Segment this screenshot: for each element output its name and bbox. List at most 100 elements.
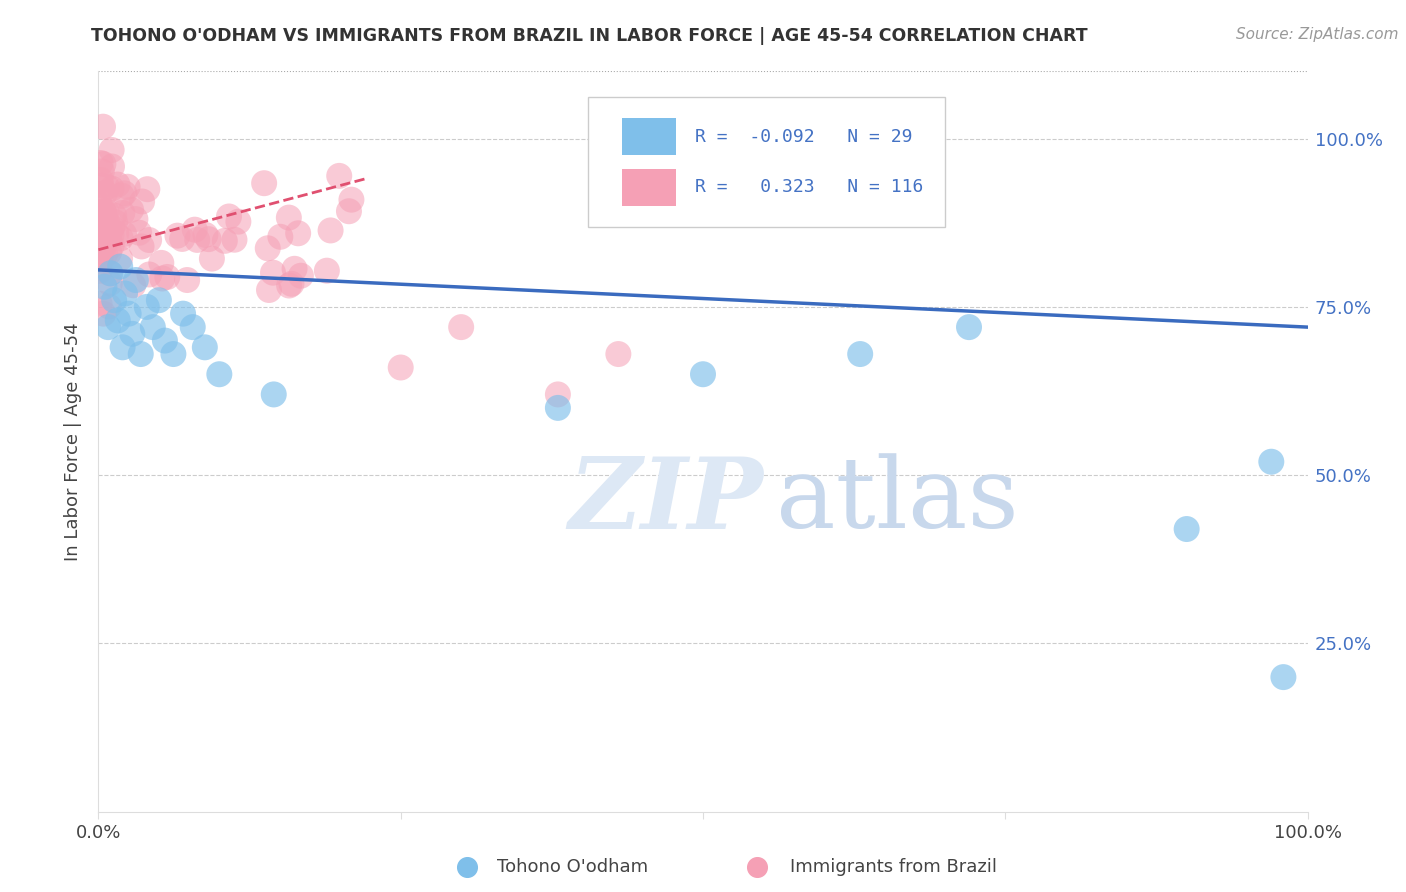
Point [228,214,250,228]
Point [257,283,280,297]
Point [450,320,472,334]
Point [94,246,117,260]
Point [90,253,112,268]
Text: Source: ZipAtlas.com: Source: ZipAtlas.com [1236,27,1399,42]
Point [278,278,301,293]
Point [112,186,135,201]
Point [162,347,184,361]
Point [153,334,176,348]
Point [692,368,714,382]
Point [328,169,350,183]
Point [91,207,114,221]
Point [150,271,173,285]
Point [142,320,165,334]
Point [111,340,134,354]
Point [90,156,112,170]
Point [90,173,112,187]
Point [122,278,145,293]
Point [747,855,769,870]
Point [89,209,111,223]
Point [93,307,115,321]
Point [319,223,342,237]
Point [90,240,112,254]
Point [91,220,114,235]
Point [114,286,136,301]
Point [108,260,131,274]
Point [138,233,160,247]
Point [277,211,299,225]
Point [283,261,305,276]
Point [547,401,569,415]
Point [290,268,312,283]
Point [90,178,112,193]
Point [172,307,194,321]
Point [108,252,131,266]
Text: R =   0.323   N = 116: R = 0.323 N = 116 [695,178,922,196]
Point [94,217,117,231]
Point [128,226,150,240]
Point [120,202,142,217]
Point [89,264,111,278]
Point [112,227,135,241]
Point [253,176,276,190]
Point [194,340,217,354]
Point [103,293,125,308]
Point [94,186,117,200]
Point [90,232,112,246]
Point [1272,670,1295,684]
Point [183,222,205,236]
Point [98,245,121,260]
Point [93,219,115,233]
Bar [621,119,676,155]
Point [93,220,115,235]
Point [96,216,118,230]
Point [107,178,129,192]
Point [138,268,160,282]
Text: atlas: atlas [776,453,1018,549]
Point [186,233,208,247]
Point [100,181,122,195]
Point [105,227,128,241]
Y-axis label: In Labor Force | Age 45-54: In Labor Force | Age 45-54 [65,322,83,561]
Point [97,232,120,246]
Point [129,347,152,361]
Point [98,277,121,291]
Point [208,368,231,382]
Text: ZIP: ZIP [568,452,763,549]
Point [181,320,204,334]
Point [90,236,112,251]
Point [89,187,111,202]
Point [280,277,302,291]
Point [89,206,111,220]
Point [100,266,122,280]
Point [89,247,111,261]
Point [111,189,134,203]
Point [93,204,115,219]
Point [110,231,132,245]
Point [90,222,112,236]
Point [224,233,246,247]
Point [124,212,146,227]
Point [150,256,173,270]
Point [172,232,194,246]
Point [156,269,179,284]
Point [315,263,337,277]
Point [89,198,111,212]
Point [849,347,872,361]
Point [107,313,129,327]
Point [121,326,143,341]
Point [256,241,278,255]
Point [93,279,115,293]
Point [101,160,124,174]
Point [94,207,117,221]
Point [118,307,141,321]
Text: R =  -0.092   N = 29: R = -0.092 N = 29 [695,128,912,145]
Point [263,387,285,401]
Point [98,228,121,243]
Point [90,215,112,229]
FancyBboxPatch shape [588,97,945,227]
Point [607,347,630,361]
Point [136,182,159,196]
Point [547,387,569,401]
Point [97,300,120,314]
